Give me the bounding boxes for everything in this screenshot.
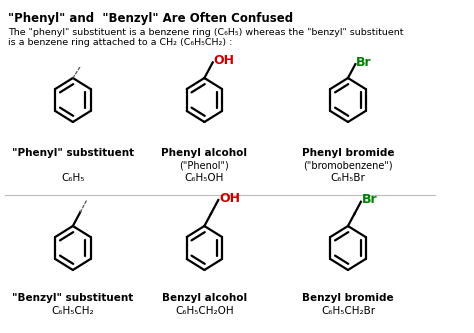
Text: C₆H₅OH: C₆H₅OH — [185, 173, 224, 183]
Text: OH: OH — [214, 54, 235, 67]
Text: Phenyl bromide: Phenyl bromide — [302, 148, 394, 158]
Text: Br: Br — [362, 193, 377, 206]
Text: The "phenyl" substituent is a benzene ring (C₆H₅) whereas the "benzyl" substitue: The "phenyl" substituent is a benzene ri… — [8, 28, 403, 37]
Text: ("bromobenzene"): ("bromobenzene") — [303, 160, 393, 170]
Text: C₆H₅CH₂Br: C₆H₅CH₂Br — [321, 306, 375, 316]
Text: C₆H₅Br: C₆H₅Br — [330, 173, 365, 183]
Text: "Benzyl" substituent: "Benzyl" substituent — [12, 293, 134, 303]
Text: Br: Br — [356, 56, 372, 69]
Text: ("Phenol"): ("Phenol") — [180, 160, 229, 170]
Text: is a benzene ring attached to a CH₂ (C₆H₅CH₂) :: is a benzene ring attached to a CH₂ (C₆H… — [8, 38, 232, 47]
Text: Benzyl alcohol: Benzyl alcohol — [162, 293, 247, 303]
Text: Benzyl bromide: Benzyl bromide — [302, 293, 394, 303]
Text: C₆H₅: C₆H₅ — [61, 173, 84, 183]
Text: C₆H₅CH₂OH: C₆H₅CH₂OH — [175, 306, 234, 316]
Text: Phenyl alcohol: Phenyl alcohol — [161, 148, 247, 158]
Text: OH: OH — [219, 191, 240, 204]
Text: C₆H₅CH₂: C₆H₅CH₂ — [52, 306, 94, 316]
Text: "Phenyl" and  "Benzyl" Are Often Confused: "Phenyl" and "Benzyl" Are Often Confused — [8, 12, 293, 25]
Text: "Phenyl" substituent: "Phenyl" substituent — [12, 148, 134, 158]
